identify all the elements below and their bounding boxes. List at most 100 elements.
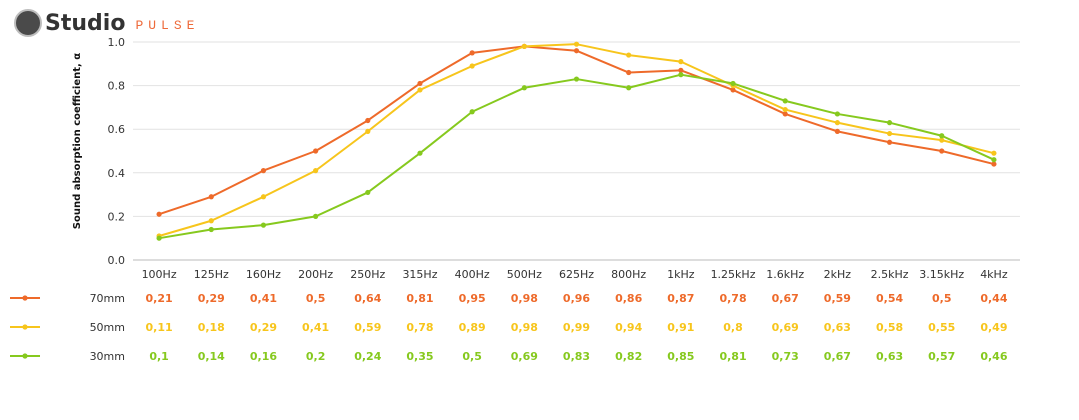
x-tick-label: 125Hz — [194, 268, 229, 281]
y-tick-label: 0.8 — [108, 80, 126, 93]
legend-label-70mm: 70mm — [90, 292, 125, 305]
value-label-50mm: 0,98 — [511, 321, 538, 334]
value-label-50mm: 0,41 — [302, 321, 329, 334]
value-label-50mm: 0,94 — [615, 321, 642, 334]
data-point-50mm — [678, 59, 684, 65]
data-point-30mm — [730, 80, 736, 87]
data-point-30mm — [260, 222, 267, 228]
data-point-70mm — [260, 168, 267, 174]
value-label-30mm: 0,83 — [563, 350, 590, 363]
value-label-50mm: 0,69 — [772, 321, 799, 334]
data-point-30mm — [782, 98, 788, 104]
data-point-70mm — [365, 117, 371, 124]
series-line-70mm — [158, 45, 995, 216]
data-point-30mm — [991, 157, 997, 163]
value-label-30mm: 0,67 — [824, 350, 851, 363]
value-label-70mm: 0,96 — [563, 292, 590, 305]
x-tick-label: 625Hz — [559, 268, 594, 281]
value-label-30mm: 0,85 — [667, 350, 694, 363]
value-label-50mm: 0,89 — [459, 321, 486, 334]
value-label-50mm: 0,18 — [198, 321, 225, 334]
data-point-50mm — [208, 218, 214, 224]
data-point-70mm — [417, 80, 423, 87]
x-tick-label: 2kHz — [824, 268, 852, 281]
data-point-30mm — [573, 76, 580, 82]
series-line-50mm — [158, 43, 995, 237]
x-tick-label: 200Hz — [298, 268, 333, 281]
data-point-70mm — [313, 148, 319, 154]
legend-label-30mm: 30mm — [90, 350, 125, 363]
value-label-70mm: 0,86 — [615, 292, 642, 305]
series-line-30mm — [158, 73, 995, 240]
y-tick-label: 1.0 — [108, 36, 126, 49]
brand-name: Studio — [45, 10, 126, 36]
data-point-30mm — [626, 85, 632, 91]
brand-subtitle: PULSE — [135, 17, 200, 33]
data-point-50mm — [886, 130, 893, 137]
x-tick-label: 1kHz — [667, 268, 695, 281]
value-label-30mm: 0,63 — [876, 350, 903, 363]
value-label-30mm: 0,5 — [462, 350, 482, 363]
value-label-70mm: 0,87 — [667, 292, 694, 305]
y-tick-label: 0.6 — [108, 123, 126, 136]
data-point-70mm — [156, 211, 162, 217]
data-point-70mm — [730, 87, 736, 93]
value-label-50mm: 0,8 — [723, 321, 743, 334]
value-label-30mm: 0,82 — [615, 350, 642, 363]
value-label-70mm: 0,81 — [406, 292, 433, 305]
data-point-50mm — [782, 106, 788, 113]
value-label-70mm: 0,78 — [719, 292, 746, 305]
value-label-30mm: 0,24 — [354, 350, 381, 363]
value-label-70mm: 0,44 — [980, 292, 1007, 305]
data-point-70mm — [573, 48, 580, 54]
data-point-50mm — [573, 41, 580, 47]
value-label-50mm: 0,55 — [928, 321, 955, 334]
value-label-50mm: 0,99 — [563, 321, 590, 334]
data-point-50mm — [939, 137, 945, 143]
value-label-70mm: 0,29 — [198, 292, 225, 305]
value-label-70mm: 0,54 — [876, 292, 903, 305]
x-tick-label: 3.15kHz — [919, 268, 964, 281]
data-point-70mm — [469, 50, 475, 56]
x-tick-label: 315Hz — [402, 268, 437, 281]
y-tick-label: 0.2 — [108, 210, 126, 223]
value-label-50mm: 0,59 — [354, 321, 381, 334]
data-point-30mm — [939, 133, 945, 139]
legend-marker-30mm — [22, 353, 28, 359]
value-label-30mm: 0,14 — [198, 350, 225, 363]
x-tick-label: 800Hz — [611, 268, 646, 281]
data-point-30mm — [417, 150, 423, 156]
value-label-30mm: 0,1 — [149, 350, 169, 363]
y-tick-label: 0.0 — [108, 254, 126, 267]
data-point-70mm — [991, 161, 997, 167]
value-label-30mm: 0,81 — [719, 350, 746, 363]
data-point-70mm — [939, 148, 945, 154]
data-point-50mm — [469, 63, 475, 69]
data-point-70mm — [886, 139, 893, 145]
x-tick-label: 100Hz — [142, 268, 177, 281]
value-label-50mm: 0,11 — [146, 321, 173, 334]
data-point-50mm — [626, 52, 632, 58]
legend-marker-50mm — [22, 324, 28, 330]
data-point-30mm — [834, 111, 840, 117]
data-point-50mm — [521, 43, 527, 49]
value-label-70mm: 0,5 — [306, 292, 326, 305]
data-point-30mm — [886, 120, 893, 126]
value-label-50mm: 0,49 — [980, 321, 1007, 334]
data-point-30mm — [521, 85, 527, 91]
data-point-70mm — [208, 194, 214, 200]
data-point-30mm — [208, 226, 214, 233]
value-label-30mm: 0,35 — [406, 350, 433, 363]
x-tick-label: 4kHz — [980, 268, 1008, 281]
data-point-70mm — [678, 67, 684, 73]
value-label-70mm: 0,98 — [511, 292, 538, 305]
value-label-70mm: 0,67 — [772, 292, 799, 305]
value-label-70mm: 0,95 — [459, 292, 486, 305]
legend-marker-70mm — [22, 295, 28, 301]
x-tick-label: 1.25kHz — [711, 268, 756, 281]
data-point-30mm — [156, 235, 162, 241]
x-tick-label: 400Hz — [455, 268, 490, 281]
y-tick-label: 0.4 — [108, 167, 126, 180]
value-label-70mm: 0,41 — [250, 292, 277, 305]
